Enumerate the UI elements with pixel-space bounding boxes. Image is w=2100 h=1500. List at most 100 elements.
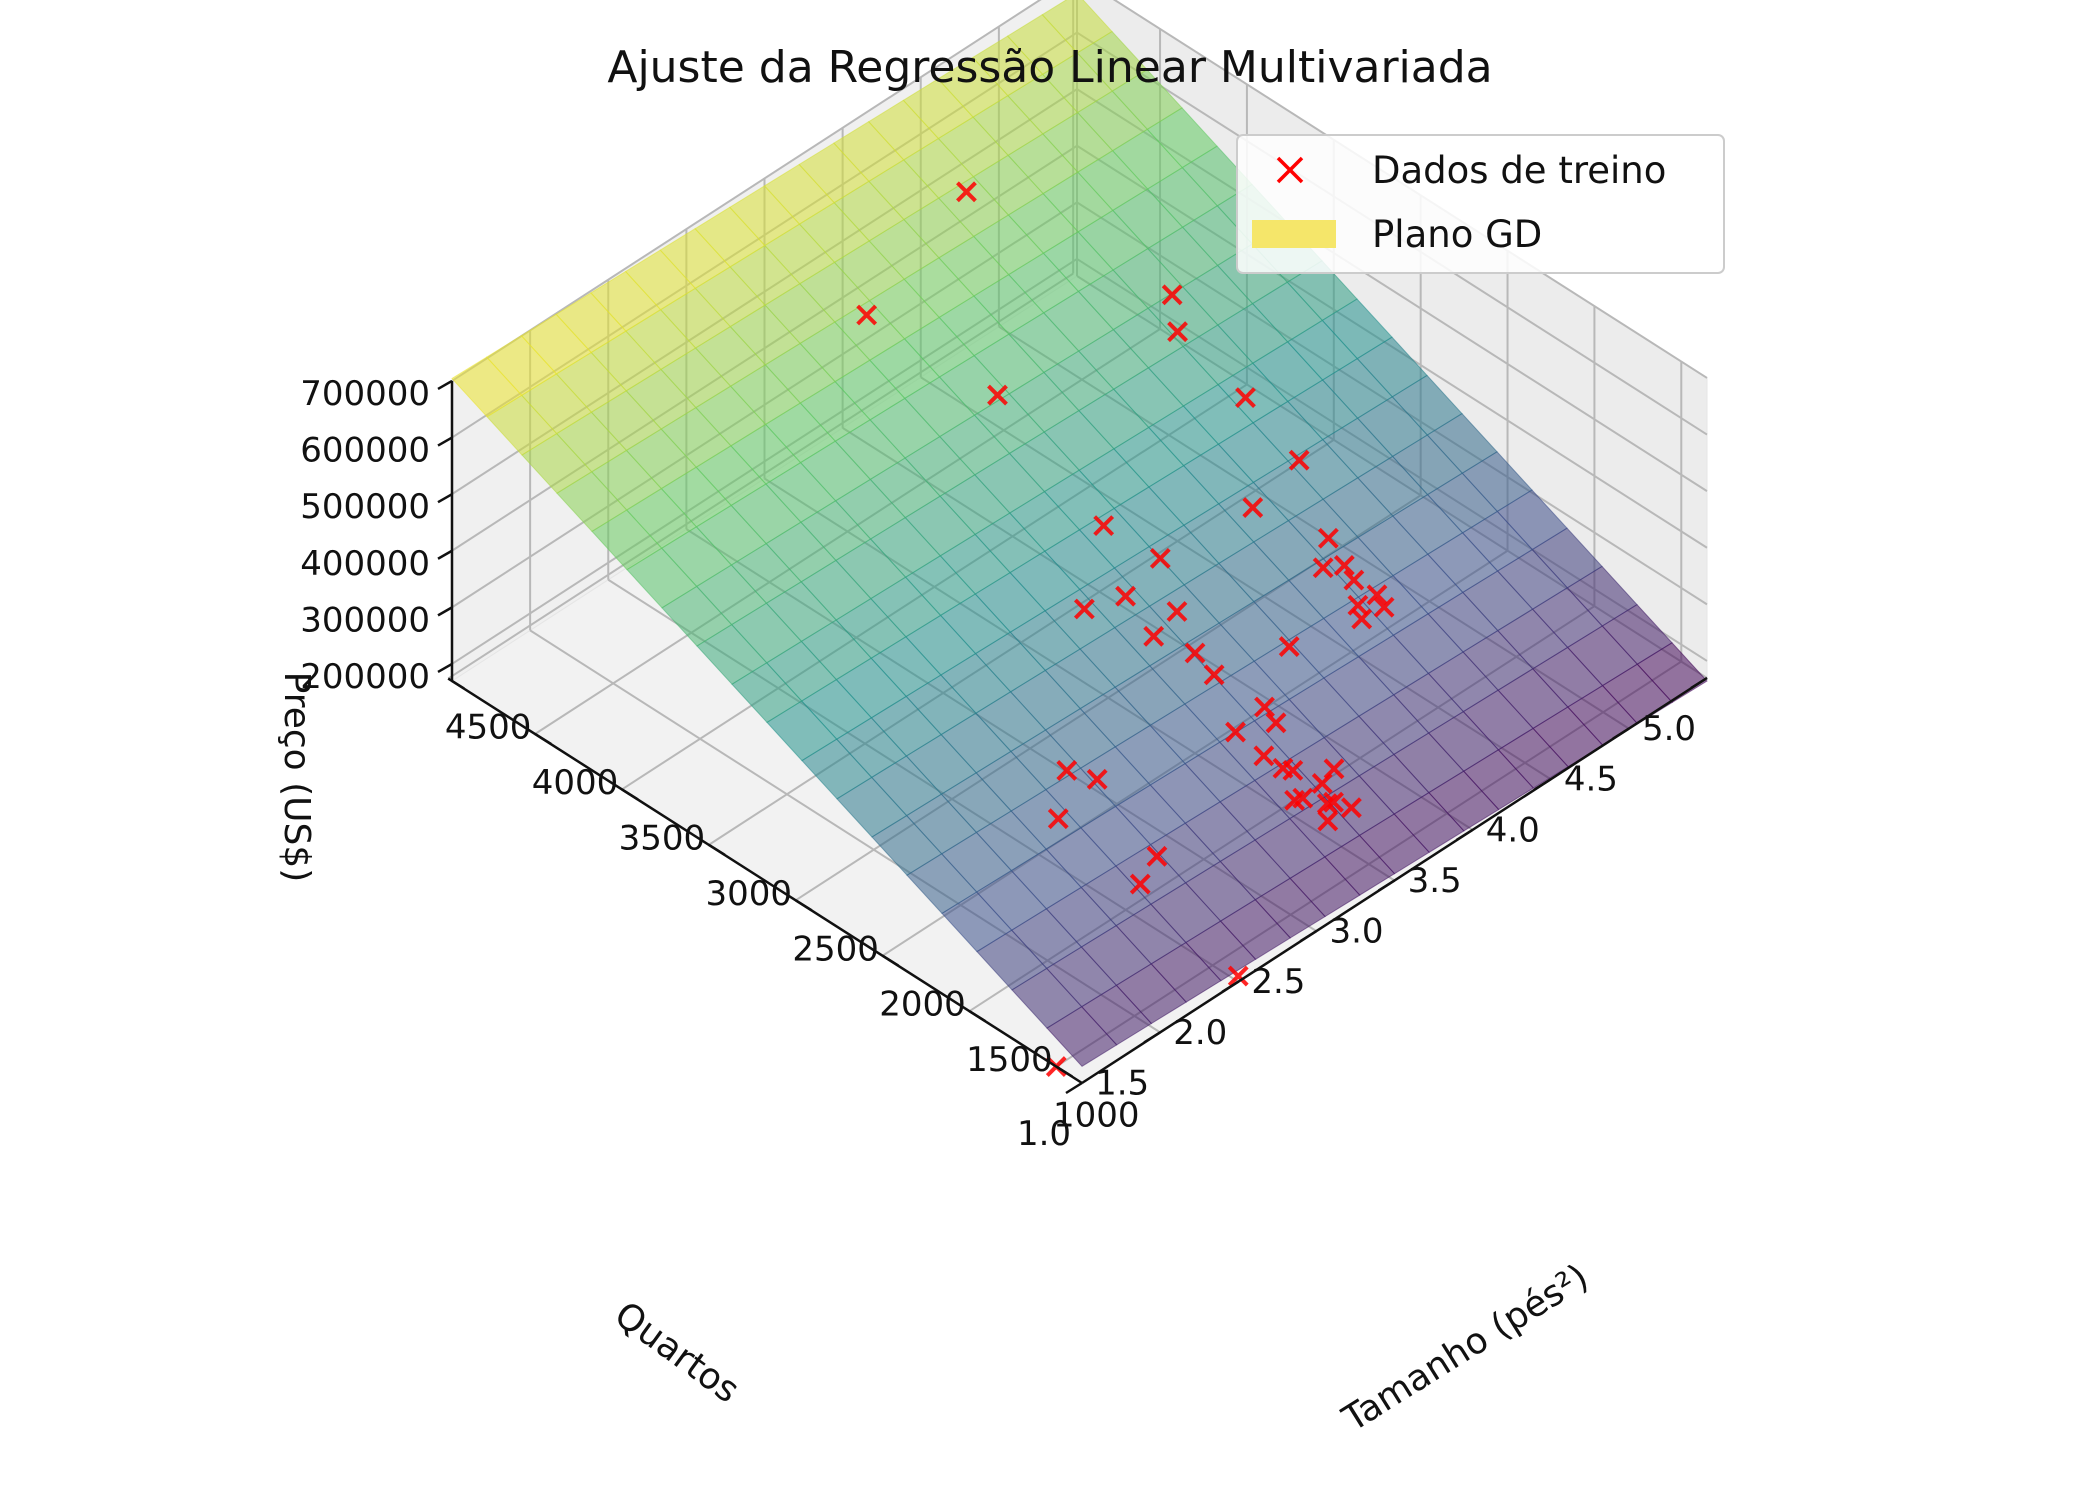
y-axis-label: Quartos [607,1294,747,1411]
x-tick-label: 2500 [792,929,879,969]
z-tick-label: 500000 [300,487,430,527]
data-point [1282,759,1304,781]
data-point [1047,808,1069,830]
data-point [1340,797,1362,819]
y-tick [1534,778,1552,791]
x-tick [881,954,900,967]
data-point [1278,636,1300,657]
data-point [1323,758,1345,780]
x-tick [1055,1065,1073,1078]
data-point [1312,557,1334,579]
y-tick-label: 1.5 [1095,1063,1149,1103]
data-point [1265,712,1287,734]
data-point [1166,601,1188,622]
x-tick [708,843,726,856]
x-tick [534,732,552,746]
y-tick [1299,930,1318,943]
data-point [1242,497,1264,518]
y-tick-label: 3.0 [1329,912,1383,952]
plane-patch [1041,0,1113,54]
data-point [1373,596,1395,618]
data-point [1227,965,1249,987]
data-point [1086,768,1108,790]
x-tick-label: 3000 [706,874,793,914]
legend: Dados de treino Plano GD [1236,134,1725,274]
data-point [1317,810,1339,832]
data-point [1184,642,1206,664]
data-point [856,304,878,326]
data-point [1292,787,1314,809]
data-point [1288,449,1310,471]
data-point [956,181,977,203]
data-point [1333,555,1355,576]
chart-title: Ajuste da Regressão Linear Multivariada [607,42,1492,93]
legend-box [1236,134,1725,274]
z-tick-label: 200000 [300,657,430,697]
z-tick-label: 400000 [300,544,430,584]
data-point [987,384,1008,406]
data-point [1225,721,1246,743]
z-axis-label: Preço (US$) [276,672,317,883]
y-tick-label: 3.5 [1408,861,1462,901]
data-point [1129,873,1151,895]
z-tick-label: 300000 [300,600,430,640]
data-point [1347,594,1369,616]
data-point [1161,284,1183,306]
data-point [1073,598,1095,620]
x-tick-label: 3500 [619,818,706,858]
data-point [1366,584,1388,606]
grid-line-z-left [451,0,1042,382]
y-tick-label: 1.0 [1017,1114,1071,1154]
z-tick [437,436,453,447]
y-tick [1221,980,1239,993]
data-point [1093,515,1115,537]
data-point [1235,387,1256,409]
x-tick-label: 1500 [966,1040,1053,1080]
data-point [1115,585,1136,607]
data-point [1167,321,1188,343]
x-axis-label: Tamanho (pés²) [1335,1257,1596,1441]
data-point [1253,745,1275,767]
y-tick [1143,1031,1161,1044]
x-tick-label: 1000 [1053,1096,1140,1136]
x-tick [447,677,465,690]
x-tick [621,788,639,801]
x-tick-label: 4000 [532,763,619,803]
data-point [1316,793,1338,815]
data-point [1203,664,1225,686]
z-tick [437,549,453,560]
legend-marker-points [1276,156,1304,184]
z-tick [437,493,453,504]
y-tick [1690,676,1708,690]
data-point [1146,845,1168,867]
legend-label-points: Dados de treino [1372,149,1666,192]
z-tick-label: 700000 [300,374,430,414]
y-tick-label: 5.0 [1642,709,1696,749]
data-point [1323,791,1344,813]
z-tick [437,662,453,674]
legend-marker-surface [1252,220,1336,248]
x-tick-label: 2000 [879,985,966,1025]
y-tick [1065,1081,1083,1095]
data-point [1143,625,1165,647]
data-point [1254,696,1275,718]
y-tick [1612,727,1630,740]
z-tick [437,379,453,391]
legend-label-surface: Plano GD [1372,213,1542,256]
y-tick [1377,879,1396,892]
x-tick [968,1010,987,1023]
y-tick-label: 2.5 [1251,962,1305,1002]
z-tick [437,606,453,617]
data-point [1317,527,1339,549]
y-tick-label: 4.0 [1486,810,1540,850]
x-tick [795,899,813,912]
data-point [1149,547,1171,569]
x-tick-label: 4500 [445,708,532,748]
y-tick-label: 4.5 [1564,760,1618,800]
y-tick [1455,828,1474,841]
data-point [1056,760,1078,781]
training-points [856,181,1395,1078]
z-tick-label: 600000 [300,431,430,471]
